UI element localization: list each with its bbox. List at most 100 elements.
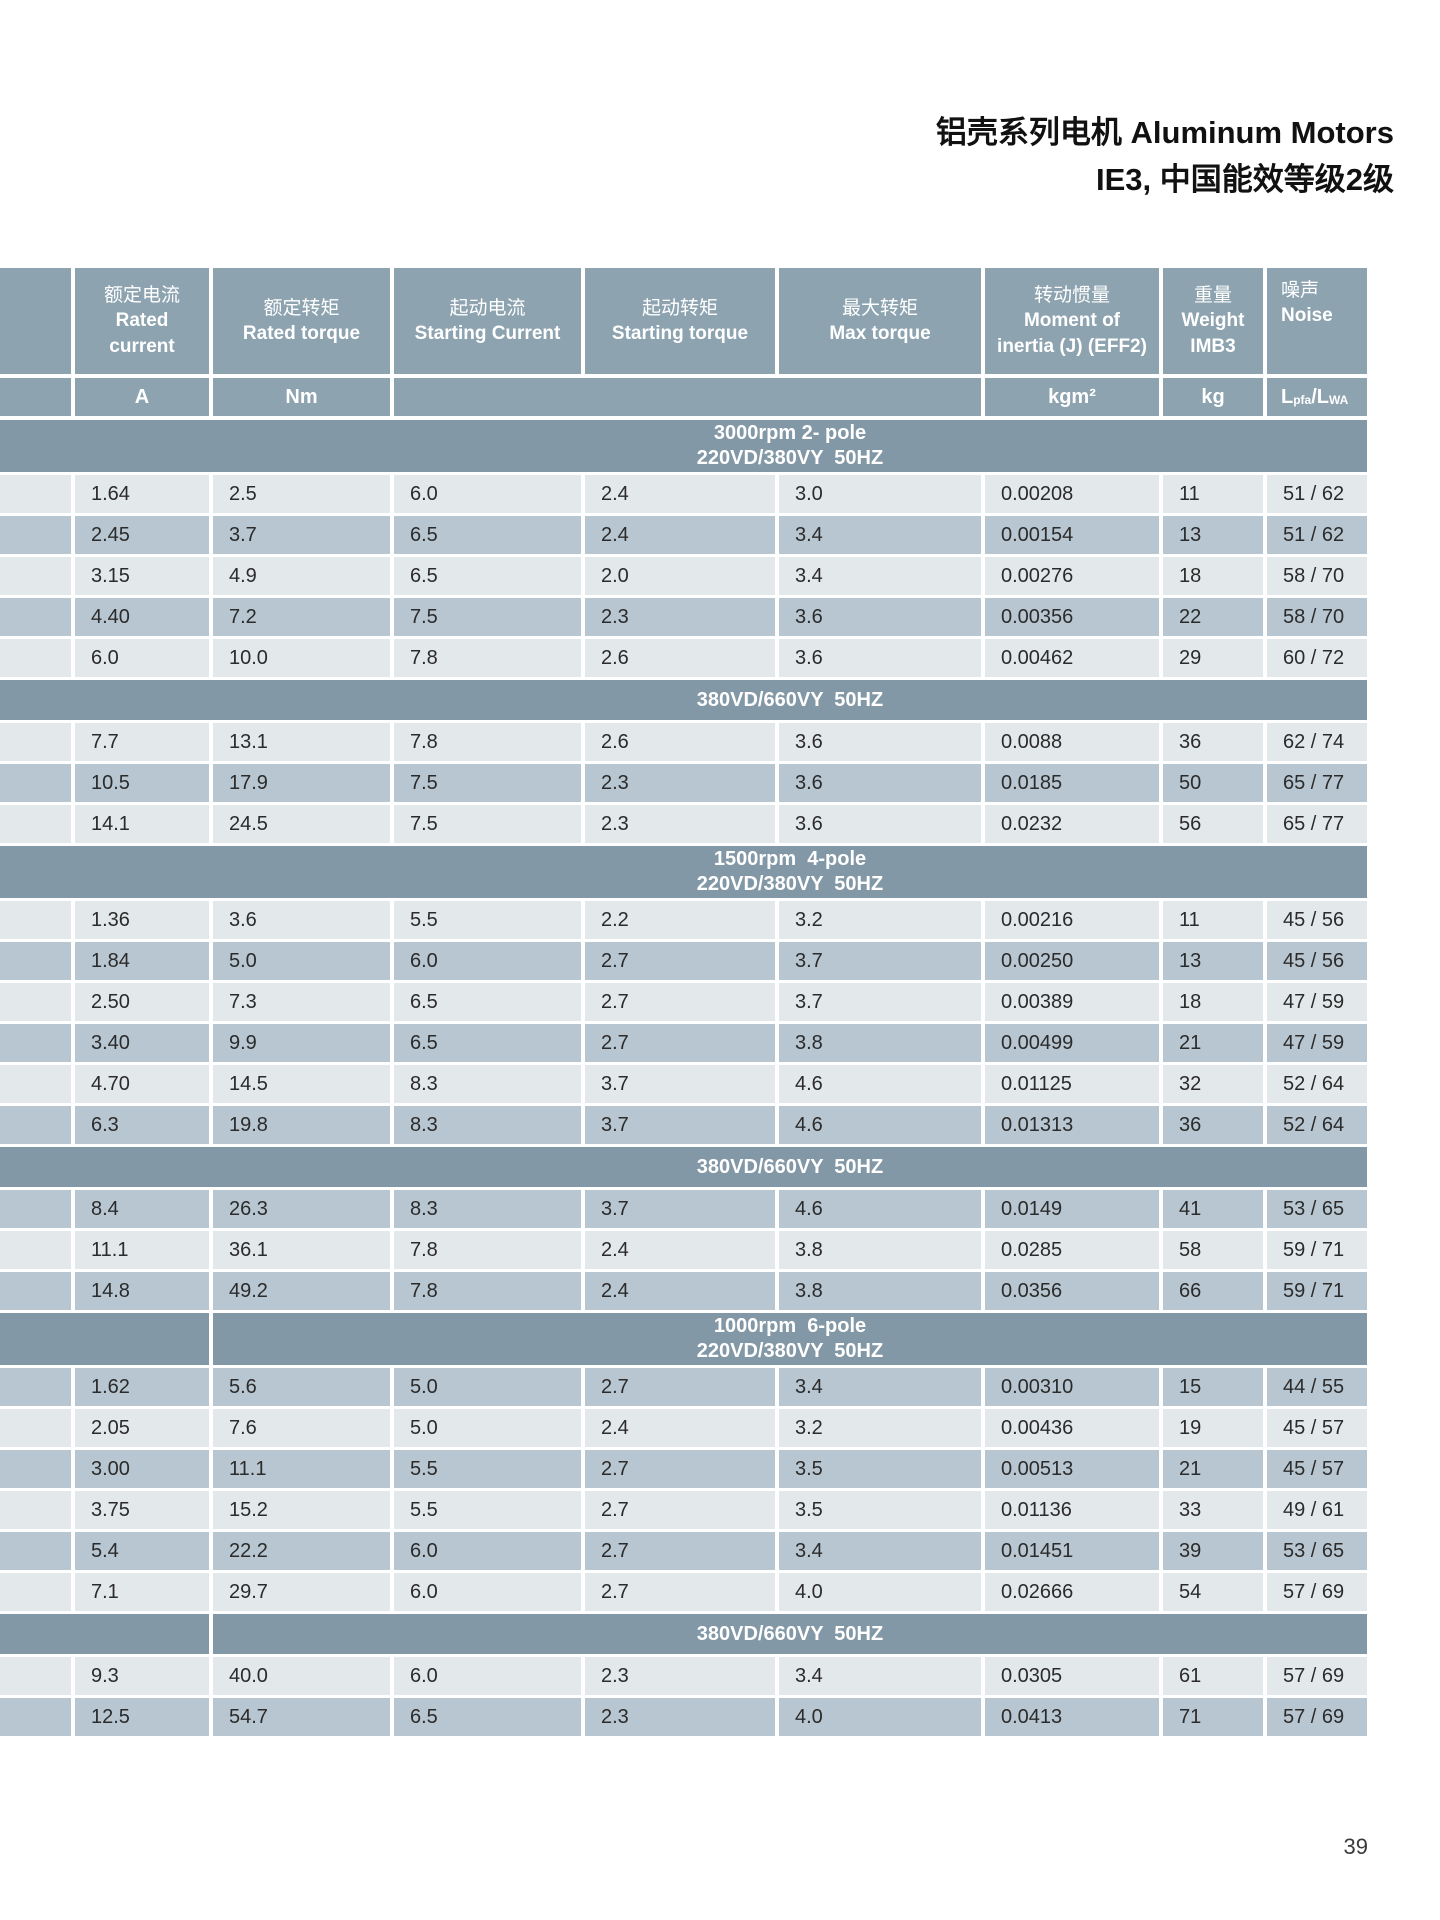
data-cell: 7.6 xyxy=(213,1409,390,1447)
data-cell: 0.01451 xyxy=(985,1532,1159,1570)
table-row: 4.40 7.2 7.5 2.3 3.6 0.00356 22 58 / 70 xyxy=(0,598,1367,636)
table-row: 1.84 5.0 6.0 2.7 3.7 0.00250 13 45 / 56 xyxy=(0,942,1367,980)
data-cell: 3.7 xyxy=(779,942,981,980)
data-cell: 57 / 69 xyxy=(1267,1573,1367,1611)
data-cell: 45 / 57 xyxy=(1267,1450,1367,1488)
data-cell: 54 xyxy=(1163,1573,1263,1611)
page-number: 39 xyxy=(1343,1834,1368,1859)
section-band-segment: 380VD/660VY 50HZ xyxy=(0,680,1367,720)
data-cell: 41 xyxy=(1163,1190,1263,1228)
section-band-right-segment: 380VD/660VY 50HZ xyxy=(213,1614,1367,1654)
header-label: Rated torque xyxy=(242,323,361,344)
data-cell: 0.0149 xyxy=(985,1190,1159,1228)
data-cell: 6.0 xyxy=(394,942,581,980)
section-header-band: 380VD/660VY 50HZ xyxy=(0,1614,1367,1654)
data-cell: 33 xyxy=(1163,1491,1263,1529)
data-cell: 6.0 xyxy=(394,1573,581,1611)
data-cell: 62 / 74 xyxy=(1267,723,1367,761)
data-cell-empty xyxy=(0,1409,71,1447)
data-cell-empty xyxy=(0,983,71,1021)
table-row: 3.40 9.9 6.5 2.7 3.8 0.00499 21 47 / 59 xyxy=(0,1024,1367,1062)
data-cell: 3.8 xyxy=(779,1231,981,1269)
data-cell-empty xyxy=(0,1190,71,1228)
table-row: 1.64 2.5 6.0 2.4 3.0 0.00208 11 51 / 62 xyxy=(0,475,1367,513)
header-label: Weight xyxy=(1181,310,1245,332)
data-cell: 18 xyxy=(1163,983,1263,1021)
data-cell: 3.7 xyxy=(585,1106,775,1144)
section-header-label: 3000rpm 2- pole 220VD/380VY 50HZ xyxy=(696,422,884,469)
data-cell-empty xyxy=(0,1106,71,1144)
data-cell: 5.0 xyxy=(213,942,390,980)
data-cell: 7.8 xyxy=(394,1272,581,1310)
data-cell: 60 / 72 xyxy=(1267,639,1367,677)
data-cell: 13 xyxy=(1163,942,1263,980)
data-cell-empty xyxy=(0,1532,71,1570)
data-cell: 49 / 61 xyxy=(1267,1491,1367,1529)
data-cell: 3.2 xyxy=(779,1409,981,1447)
data-cell: 36 xyxy=(1163,723,1263,761)
data-cell: 66 xyxy=(1163,1272,1263,1310)
section-band-right-segment: 1000rpm 6-pole 220VD/380VY 50HZ xyxy=(213,1313,1367,1365)
table-row: 9.3 40.0 6.0 2.3 3.4 0.0305 61 57 / 69 xyxy=(0,1657,1367,1695)
header-label: 额定转矩 xyxy=(263,297,340,319)
data-cell: 50 xyxy=(1163,764,1263,802)
data-cell: 8.3 xyxy=(394,1065,581,1103)
header-label: IMB3 xyxy=(1190,335,1236,357)
data-cell: 7.5 xyxy=(394,764,581,802)
header-label: 转动惯量 xyxy=(1033,285,1110,307)
data-cell: 11.1 xyxy=(75,1231,209,1269)
header-cell-weight: 重量 Weight IMB3 xyxy=(1163,268,1263,374)
data-cell: 2.3 xyxy=(585,598,775,636)
data-cell: 14.1 xyxy=(75,805,209,843)
data-cell: 19 xyxy=(1163,1409,1263,1447)
data-cell: 4.6 xyxy=(779,1190,981,1228)
data-cell: 7.8 xyxy=(394,1231,581,1269)
data-cell: 4.0 xyxy=(779,1698,981,1736)
data-cell: 11 xyxy=(1163,901,1263,939)
data-cell: 0.02666 xyxy=(985,1573,1159,1611)
data-cell: 2.7 xyxy=(585,1491,775,1529)
data-cell: 51 / 62 xyxy=(1267,475,1367,513)
data-cell: 0.00250 xyxy=(985,942,1159,980)
header-label: Rated xyxy=(115,310,169,332)
data-cell: 0.0232 xyxy=(985,805,1159,843)
data-cell: 52 / 64 xyxy=(1267,1106,1367,1144)
data-cell: 0.01136 xyxy=(985,1491,1159,1529)
data-cell: 24.5 xyxy=(213,805,390,843)
data-cell: 7.8 xyxy=(394,639,581,677)
data-cell: 8.4 xyxy=(75,1190,209,1228)
table-row: 1.62 5.6 5.0 2.7 3.4 0.00310 15 44 / 55 xyxy=(0,1368,1367,1406)
data-cell-empty xyxy=(0,475,71,513)
unit-text: L xyxy=(1281,385,1294,408)
data-cell: 65 / 77 xyxy=(1267,764,1367,802)
data-cell: 3.8 xyxy=(779,1272,981,1310)
data-cell: 2.3 xyxy=(585,1657,775,1695)
header-label: Starting torque xyxy=(611,323,749,344)
data-cell: 1.64 xyxy=(75,475,209,513)
data-cell: 2.7 xyxy=(585,983,775,1021)
data-cell: 2.2 xyxy=(585,901,775,939)
data-cell: 45 / 57 xyxy=(1267,1409,1367,1447)
header-label: Starting Current xyxy=(414,323,561,344)
data-cell: 3.6 xyxy=(779,598,981,636)
data-cell: 10.0 xyxy=(213,639,390,677)
header-cell-rated-current: 额定电流 Rated current xyxy=(75,268,209,374)
data-cell: 36.1 xyxy=(213,1231,390,1269)
data-cell: 3.7 xyxy=(585,1190,775,1228)
data-cell: 3.4 xyxy=(779,516,981,554)
data-cell: 3.5 xyxy=(779,1491,981,1529)
data-cell: 6.5 xyxy=(394,1698,581,1736)
data-cell: 2.6 xyxy=(585,639,775,677)
table-row: 4.70 14.5 8.3 3.7 4.6 0.01125 32 52 / 64 xyxy=(0,1065,1367,1103)
data-cell: 2.3 xyxy=(585,805,775,843)
header-cell-moment-of-inertia: 转动惯量 Moment of inertia (J) (EFF2) xyxy=(985,268,1159,374)
data-cell: 15.2 xyxy=(213,1491,390,1529)
header-label: Noise xyxy=(1281,305,1333,327)
motor-table-body: 3000rpm 2- pole 220VD/380VY 50HZ 1.64 2.5 6… xyxy=(0,420,1367,1736)
data-cell: 58 / 70 xyxy=(1267,598,1367,636)
data-cell: 53 / 65 xyxy=(1267,1190,1367,1228)
data-cell: 5.6 xyxy=(213,1368,390,1406)
header-label: 起动转矩 xyxy=(641,297,718,319)
table-row: 5.4 22.2 6.0 2.7 3.4 0.01451 39 53 / 65 xyxy=(0,1532,1367,1570)
